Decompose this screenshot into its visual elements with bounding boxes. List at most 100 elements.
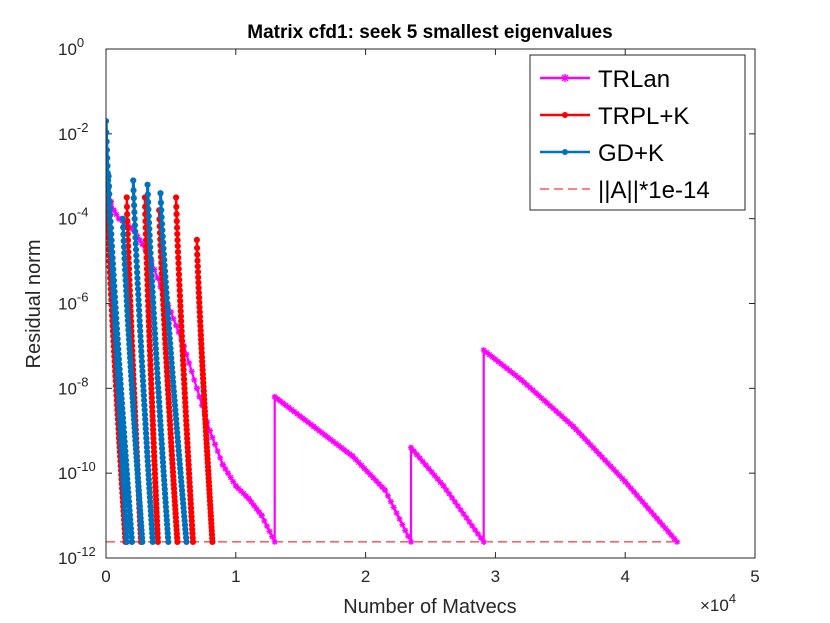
gd-k-marker bbox=[157, 199, 164, 206]
gd-k-marker bbox=[123, 297, 130, 305]
trlan-marker bbox=[610, 466, 617, 473]
gd-k-marker bbox=[161, 262, 168, 269]
gd-k-marker bbox=[131, 209, 138, 216]
gd-k-marker bbox=[161, 267, 169, 275]
trlan-marker bbox=[352, 456, 359, 463]
trlan-marker bbox=[639, 498, 646, 505]
trpl-k-marker bbox=[178, 323, 185, 330]
trlan-marker bbox=[310, 423, 317, 430]
trlan-marker bbox=[599, 454, 606, 461]
trlan-marker bbox=[291, 408, 298, 415]
gd-k-marker bbox=[133, 252, 140, 259]
gd-k-marker bbox=[107, 218, 114, 225]
gd-k-marker bbox=[130, 177, 137, 184]
gd-k-marker bbox=[137, 328, 144, 335]
gd-k-marker bbox=[164, 300, 171, 307]
gd-k-marker bbox=[114, 330, 121, 337]
gd-k-marker bbox=[147, 261, 155, 268]
trlan-marker bbox=[578, 432, 585, 439]
trlan-marker bbox=[474, 530, 481, 537]
x-tick-label: 4 bbox=[620, 567, 629, 586]
trlan-marker bbox=[387, 498, 394, 505]
gd-k-marker bbox=[110, 271, 117, 279]
trlan-marker bbox=[390, 504, 397, 511]
gd-k-marker bbox=[152, 335, 159, 342]
trlan-marker bbox=[544, 400, 551, 407]
gd-k-marker bbox=[158, 207, 165, 214]
gd-k-marker bbox=[147, 255, 154, 262]
trpl-k-marker bbox=[173, 211, 180, 218]
gd-k-marker bbox=[123, 528, 130, 535]
gd-k-marker bbox=[136, 317, 143, 324]
trpl-k-marker bbox=[194, 263, 201, 270]
gd-k-marker bbox=[131, 222, 139, 229]
gd-k-marker bbox=[112, 304, 119, 311]
gd-k-marker bbox=[146, 225, 153, 233]
gd-k-marker bbox=[152, 345, 159, 352]
trlan-marker bbox=[630, 488, 637, 495]
trlan-marker bbox=[558, 413, 565, 420]
trlan-marker bbox=[327, 436, 334, 443]
trpl-k-marker bbox=[173, 224, 181, 231]
gd-k-marker bbox=[162, 284, 170, 291]
trpl-k-marker bbox=[173, 218, 180, 225]
trlan-marker bbox=[613, 469, 620, 476]
gd-k-marker bbox=[132, 246, 140, 253]
trlan-marker bbox=[625, 481, 632, 488]
trlan-marker bbox=[271, 393, 278, 400]
trpl-k-marker bbox=[144, 297, 152, 304]
trlan-marker bbox=[338, 444, 345, 451]
trlan-marker bbox=[402, 527, 409, 534]
trlan-marker bbox=[261, 517, 268, 524]
gd-k-marker bbox=[109, 248, 116, 256]
gd-k-marker bbox=[121, 261, 128, 268]
trlan-marker bbox=[422, 462, 429, 469]
trlan-marker bbox=[480, 538, 487, 545]
gd-k-marker bbox=[163, 294, 170, 302]
gd-k-marker bbox=[134, 274, 141, 282]
gd-k-marker bbox=[120, 224, 127, 231]
trlan-marker bbox=[293, 410, 300, 417]
trlan-marker bbox=[587, 441, 594, 448]
gd-k-marker bbox=[130, 187, 137, 194]
gd-k-marker bbox=[148, 278, 156, 285]
trlan-marker bbox=[332, 440, 339, 447]
gd-k-marker bbox=[106, 190, 113, 198]
trlan-marker bbox=[282, 402, 289, 409]
trpl-k-marker bbox=[174, 230, 181, 238]
gd-k-marker bbox=[152, 340, 159, 347]
trlan-marker bbox=[636, 495, 643, 502]
legend-box bbox=[529, 54, 746, 211]
gd-k-marker bbox=[166, 335, 173, 342]
trlan-marker bbox=[527, 384, 534, 391]
gd-k-marker bbox=[151, 330, 159, 337]
trlan-marker bbox=[191, 376, 198, 383]
gd-k-marker bbox=[145, 199, 152, 206]
trpl-k-marker bbox=[176, 287, 183, 294]
trlan-marker bbox=[419, 458, 426, 465]
trlan-marker bbox=[330, 438, 337, 445]
legend-label: ||A||*1e-14 bbox=[598, 177, 710, 204]
gd-k-marker bbox=[130, 194, 137, 202]
gd-k-marker bbox=[144, 181, 151, 188]
trlan-marker bbox=[396, 515, 403, 522]
trlan-marker bbox=[206, 427, 213, 434]
trpl-k-marker bbox=[124, 218, 131, 225]
trpl-k-marker bbox=[176, 282, 183, 289]
series-gd-k bbox=[106, 118, 190, 545]
trlan-marker bbox=[555, 410, 562, 417]
trlan-marker bbox=[212, 441, 219, 448]
trlan-marker bbox=[266, 528, 273, 535]
y-tick-label: 10-4 bbox=[58, 205, 88, 229]
y-tick-label: 10-8 bbox=[58, 374, 88, 398]
gd-k-marker bbox=[139, 363, 146, 370]
gd-k-marker bbox=[144, 191, 151, 198]
trlan-marker bbox=[248, 499, 255, 506]
gd-k-marker bbox=[123, 533, 130, 540]
trlan-marker bbox=[237, 487, 244, 494]
gd-k-marker bbox=[150, 299, 157, 306]
trlan-marker bbox=[535, 392, 542, 399]
trlan-marker bbox=[230, 478, 237, 485]
trpl-k-marker bbox=[175, 265, 182, 272]
